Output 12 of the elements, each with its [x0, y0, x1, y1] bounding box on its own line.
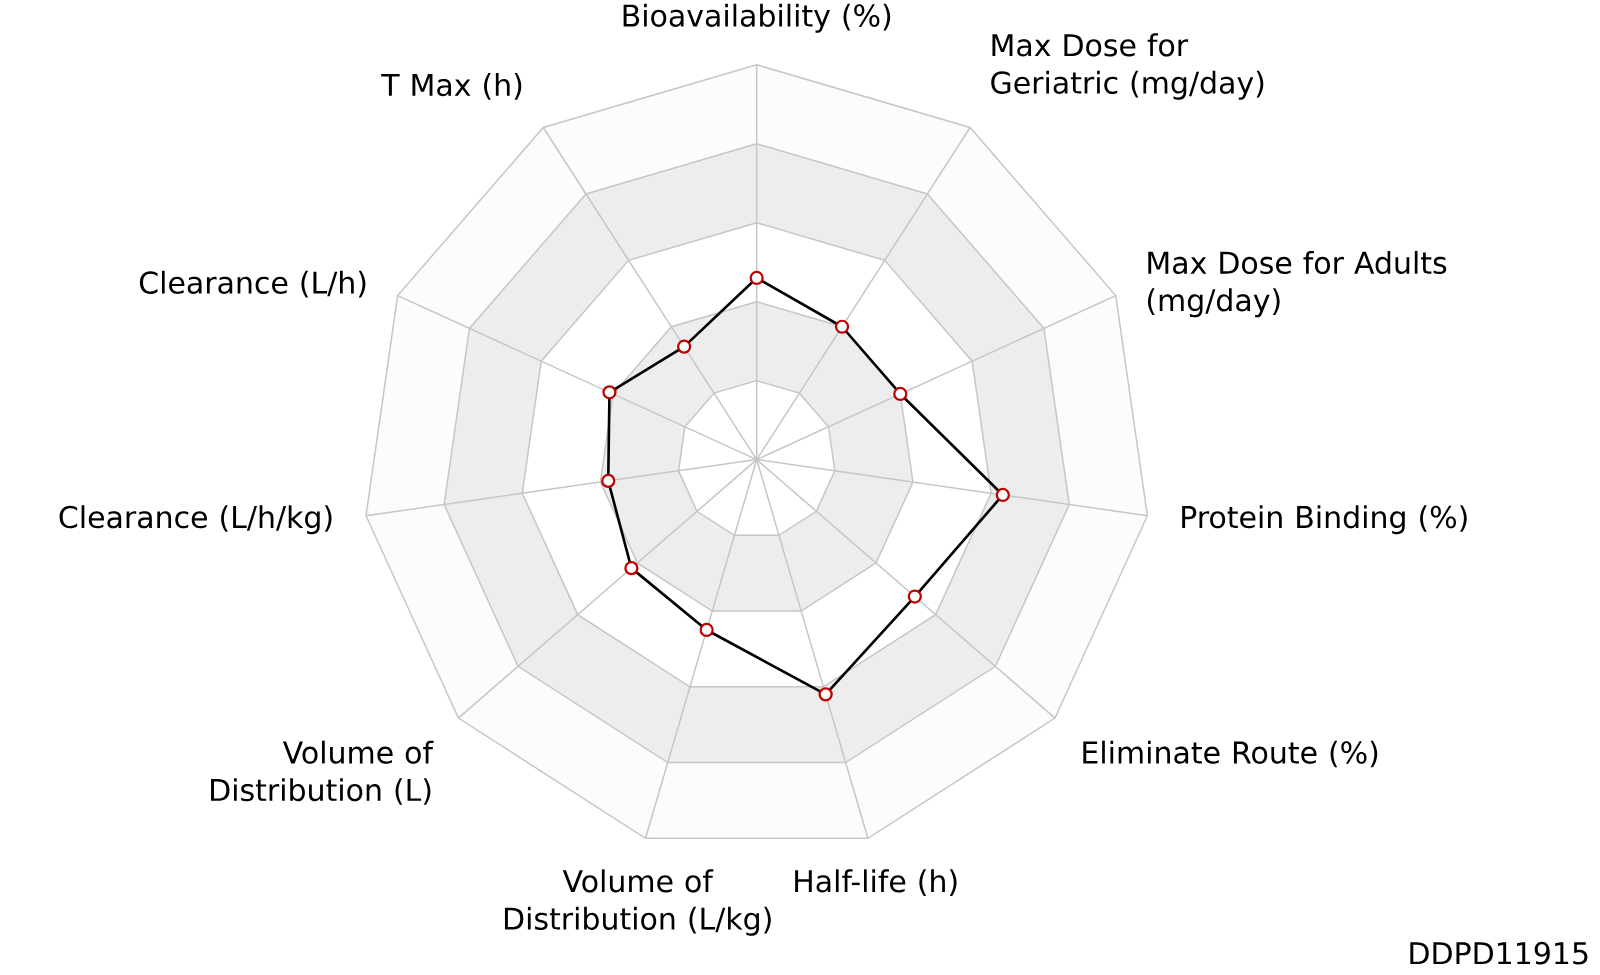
- spoke-label: Bioavailability (%): [623, 3, 891, 33]
- spoke-label: Clearance (L/h): [139, 271, 366, 298]
- spoke-label: Half-life (h): [795, 869, 957, 897]
- spoke-label: T Max (h): [381, 73, 522, 100]
- text: DDPD11915: [1410, 942, 1588, 965]
- spoke-label: Max Dose for Geriatric (mg/day): [991, 33, 1264, 100]
- spoke-label: Clearance (L/h/kg): [59, 505, 332, 535]
- spoke-label: Max Dose for Adults (mg/day): [1147, 251, 1447, 318]
- spoke-label: Eliminate Route (%): [1083, 740, 1378, 768]
- spoke-label: Volume of Distribution (L/kg): [504, 869, 771, 936]
- spoke-label: Volume of Distribution (L): [211, 740, 434, 806]
- spoke-label: Protein Binding (%): [1182, 505, 1467, 535]
